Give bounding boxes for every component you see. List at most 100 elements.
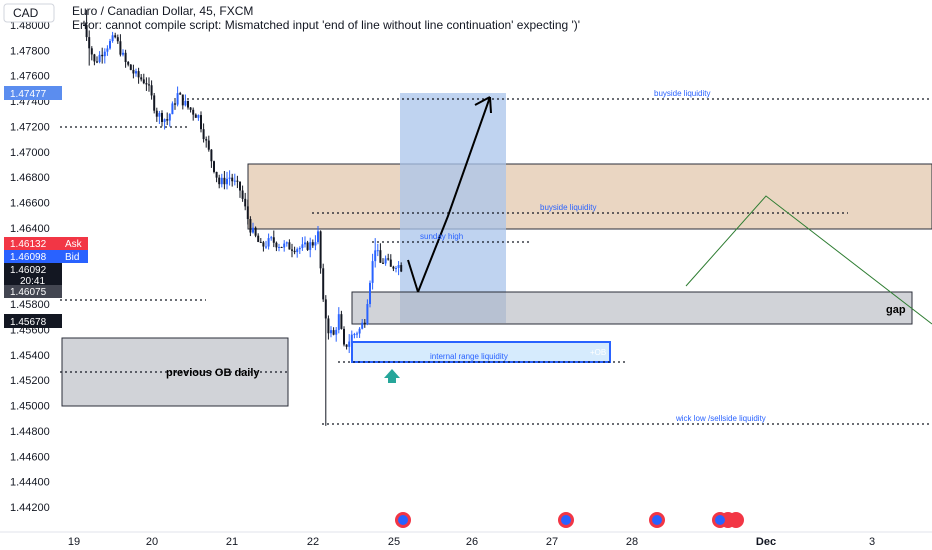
up-arrow-marker[interactable] [384,369,400,378]
candle-body [163,119,166,122]
candle-body [366,304,369,325]
y-tick-label: 1.46800 [10,172,50,184]
last-price-text: 1.46092 [10,265,47,276]
y-tick-label: 1.46600 [10,198,50,210]
candle-body [88,37,91,49]
y-tick-label: 1.45200 [10,375,50,387]
internal-range-label: internal range liquidity [430,352,508,361]
candle-body [254,227,257,236]
y-tick-label: 1.45000 [10,401,50,413]
gap-zone[interactable] [351,291,913,325]
candle-body [228,177,231,179]
candle-body [400,265,403,272]
green-trend-lines[interactable] [685,195,932,325]
candle-body [155,110,158,117]
projection-arrow-line[interactable] [417,96,491,293]
candle-body [239,181,241,191]
sunday-high-label: sunday high [420,232,463,241]
ask-price-badge [4,237,62,250]
candle-body [374,250,377,262]
projection-box[interactable] [400,93,506,323]
candle-body [106,48,109,52]
candle-body [280,246,283,248]
candle-body [358,328,361,334]
candle-body [181,94,184,106]
candle-body [343,328,345,345]
candle-body [371,261,374,283]
candle-body [142,79,145,84]
candle-body [98,54,101,62]
candle-body [356,333,358,335]
candle-body [96,61,98,63]
candle-body [176,93,179,105]
candle-body [353,334,356,336]
candle-body [202,129,205,140]
candle-body [369,282,371,305]
candle-body [387,258,390,260]
time-axis[interactable]: 19 20 21 22 25 26 27 28 Dec 3 [68,536,875,548]
candle-body [363,322,366,325]
candle-body [361,322,364,329]
candle-body [90,48,93,55]
ob-tag: +OB [590,348,606,357]
candle-body [114,35,117,38]
candle-body [246,206,249,220]
y-tick-label: 1.46400 [10,223,50,235]
x-tick-label: 25 [388,536,400,548]
candle-body [93,54,96,62]
candle-body [119,41,122,55]
candle-body [298,248,301,250]
y-tick-label: 1.47200 [10,121,50,133]
candle-body [397,265,400,268]
economic-event-icon-inner [398,515,408,525]
candle-body [272,237,275,243]
candle-body [197,115,200,118]
candle-body [236,180,239,182]
candle-body [148,84,150,86]
buyside-price-text: 1.47477 [10,89,47,100]
candle-body [210,149,213,162]
candle-body [278,246,280,248]
candle-body [174,103,176,105]
candle-body [153,95,156,111]
candle-body [252,227,254,233]
candle-body [116,37,119,42]
buyside-liquidity-label-top: buyside liquidity [654,89,710,98]
supply-zone[interactable] [247,163,932,230]
candle-body [135,71,137,74]
y-tick-label: 1.44400 [10,477,50,489]
symbol-badge[interactable] [3,3,55,23]
candle-body [213,161,215,172]
candle-body [161,112,163,122]
candle-body [270,237,273,239]
candle-body [291,249,293,251]
candle-body [327,318,330,334]
candle-body [189,107,192,110]
candle-body [311,242,314,246]
y-tick-label: 1.47600 [10,71,50,83]
x-tick-label: 3 [869,536,875,548]
candle-body [314,242,317,246]
candle-body [330,330,332,334]
candle-body [122,52,124,55]
candle-body [184,100,187,106]
candle-body [350,334,353,342]
x-tick-label: 27 [546,536,558,548]
candle-body [150,85,153,96]
candle-body [129,64,132,70]
ask-price-text: 1.46132 [10,239,47,250]
bid-label-text: Bid [65,252,79,263]
y-tick-label: 1.44200 [10,502,50,514]
candle-body [257,235,260,242]
event-icons[interactable] [395,512,744,528]
projection-arrow-head [474,96,492,114]
y-tick-label: 1.44600 [10,451,50,463]
previous-ob-label: previous OB daily [166,367,260,379]
internal-range-zone[interactable] [351,341,611,363]
candle-body [324,299,327,319]
candle-body [171,103,174,115]
economic-event-icon-inner [715,515,725,525]
candle-body [132,69,135,74]
x-tick-label: 22 [307,536,319,548]
